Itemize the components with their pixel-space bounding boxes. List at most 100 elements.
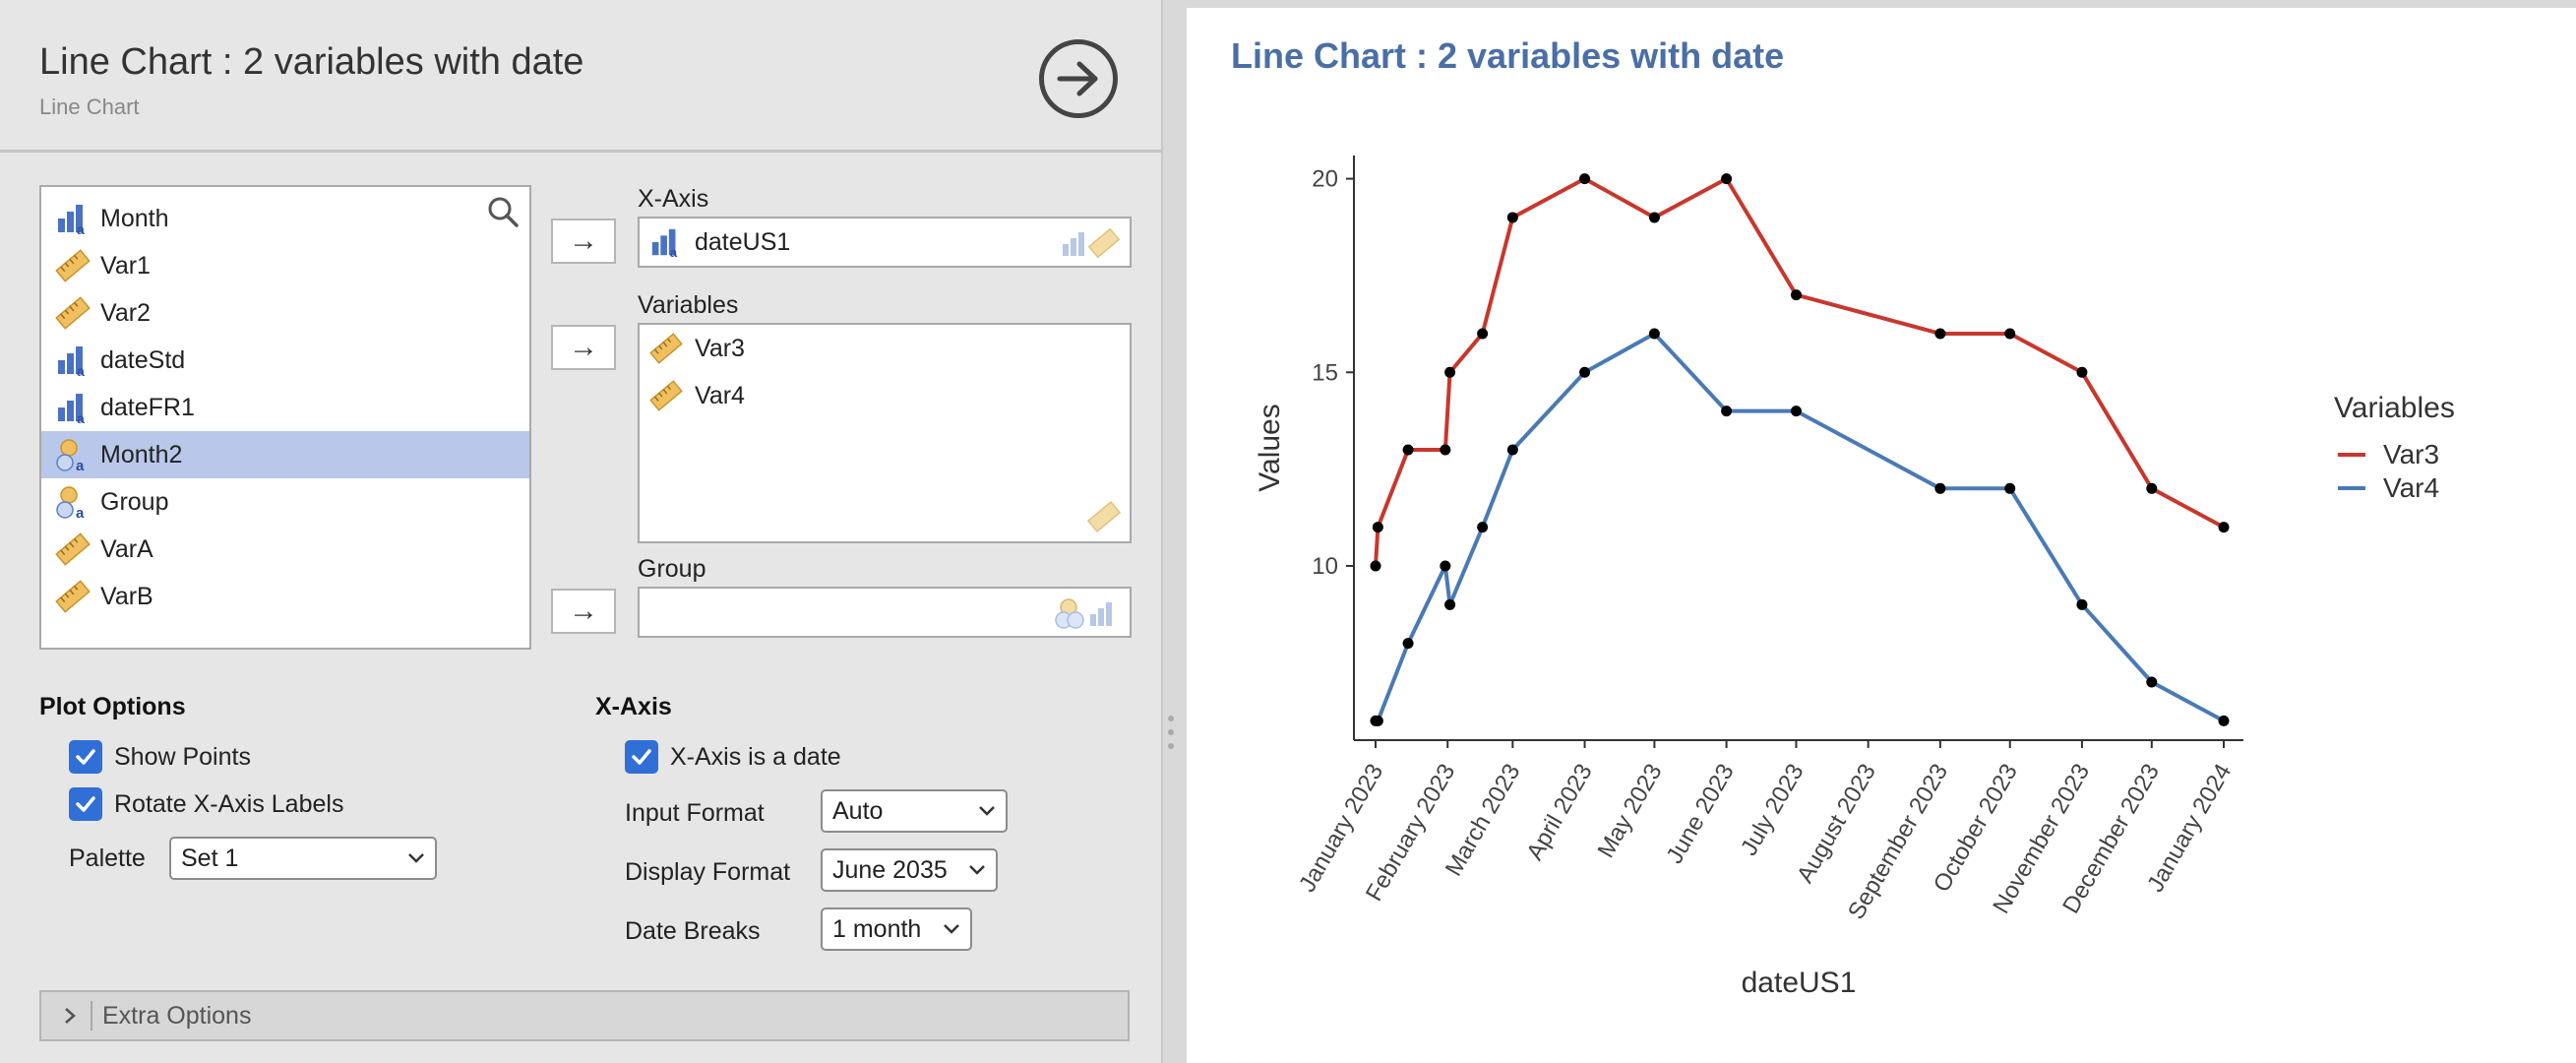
variables-assigned-label: Var4 <box>695 381 745 409</box>
nominal-text-variable-icon: a <box>56 439 85 472</box>
data-point-var4 <box>1648 328 1660 340</box>
series-line-var3 <box>1374 176 2225 567</box>
data-point-var4 <box>1790 406 1802 417</box>
x-tick-label: April 2023 <box>1521 760 1597 865</box>
continuous-variable-icon <box>55 580 91 613</box>
data-point-var3 <box>1370 560 1381 572</box>
palette-select[interactable]: Set 1 <box>169 837 437 880</box>
chevron-down-icon <box>944 924 959 934</box>
variable-list-item[interactable]: Var2 <box>41 289 529 337</box>
variable-list-item[interactable]: a Group <box>41 478 529 526</box>
y-tick-label: 15 <box>1312 359 1338 386</box>
variable-name: Month2 <box>100 440 183 469</box>
variable-list-item[interactable]: a dateStd <box>41 337 529 384</box>
results-title: Line Chart : 2 variables with date <box>1231 35 1785 76</box>
data-point-var3 <box>2076 366 2088 378</box>
display-format-select[interactable]: June 2035 <box>821 848 998 892</box>
input-format-select[interactable]: Auto <box>821 789 1008 833</box>
data-point-var3 <box>1579 173 1591 185</box>
x-tick-label: May 2023 <box>1593 760 1668 863</box>
x-tick-label: June 2023 <box>1661 760 1739 869</box>
data-point-var3 <box>1790 289 1802 301</box>
variable-list-item[interactable]: VarA <box>41 526 529 573</box>
variable-list[interactable]: a Month Var1 Var2 a dateStd a dateFR1 a Month2 a Gr… <box>39 185 531 650</box>
variable-list-item[interactable]: a dateFR1 <box>41 384 529 431</box>
variable-list-item[interactable]: a Month <box>41 195 529 242</box>
data-point-var4 <box>2076 598 2088 610</box>
legend-title: Variables <box>2334 392 2455 424</box>
panel-subtitle: Line Chart <box>39 94 140 119</box>
data-point-var4 <box>1477 522 1489 533</box>
panel-splitter-handle[interactable] <box>1167 713 1175 752</box>
data-point-var3 <box>2218 522 2230 533</box>
legend-label: Var4 <box>2383 472 2439 503</box>
variable-name: Var1 <box>100 251 151 280</box>
xaxis-assigned-item[interactable]: a dateUS1 <box>649 219 790 266</box>
xaxis-box-label: X-Axis <box>638 185 709 213</box>
move-to-variables-button[interactable]: → <box>551 325 616 370</box>
data-point-var3 <box>1477 328 1489 340</box>
x-tick-label: July 2023 <box>1736 760 1809 860</box>
extra-options-toggle[interactable]: Extra Options <box>39 990 1130 1041</box>
checkbox-checked[interactable] <box>625 740 658 774</box>
checkbox-checked[interactable] <box>69 787 102 821</box>
move-to-group-button[interactable]: → <box>551 589 616 634</box>
arrow-right-icon <box>1057 61 1098 96</box>
results-panel: Line Chart : 2 variables with date 10 15 2… <box>1187 8 2576 1063</box>
group-box-label: Group <box>638 555 706 583</box>
xaxis-is-date-checkbox[interactable]: X-Axis is a date <box>625 740 841 774</box>
move-to-xaxis-button[interactable]: → <box>551 219 616 264</box>
variables-assigned-item[interactable]: Var3 <box>649 325 745 372</box>
input-format-label: Input Format <box>625 799 765 827</box>
rotate-labels-checkbox[interactable]: Rotate X-Axis Labels <box>69 787 343 821</box>
variables-drop-box[interactable]: Var3 Var4 <box>638 323 1132 543</box>
variable-name: Group <box>100 487 169 516</box>
palette-value: Set 1 <box>181 844 239 872</box>
continuous-variable-icon <box>649 380 683 411</box>
chevron-down-icon <box>969 865 985 875</box>
variables-assigned-item[interactable]: Var4 <box>649 372 745 419</box>
date-breaks-select[interactable]: 1 month <box>821 907 972 951</box>
data-point-var3 <box>2004 328 2016 340</box>
header-divider <box>0 150 1161 153</box>
divider <box>91 1001 92 1031</box>
data-point-var4 <box>2004 482 2016 494</box>
y-axis-label: Values <box>1254 404 1286 492</box>
variable-name: dateFR1 <box>100 393 195 421</box>
data-point-var3 <box>2146 482 2158 494</box>
show-points-checkbox[interactable]: Show Points <box>69 740 251 774</box>
search-icon[interactable] <box>486 195 520 228</box>
checkbox-checked[interactable] <box>69 740 102 774</box>
display-format-label: Display Format <box>625 858 791 886</box>
variable-list-item[interactable]: Var1 <box>41 242 529 289</box>
data-point-var3 <box>1648 212 1660 223</box>
continuous-variable-icon <box>55 249 91 282</box>
variable-list-item[interactable]: a Month2 <box>41 431 529 478</box>
data-point-var3 <box>1934 328 1946 340</box>
data-point-var4 <box>2218 715 2230 726</box>
x-axis-label: dateUS1 <box>1742 967 1857 999</box>
checkmark-icon <box>76 749 95 765</box>
variables-box-label: Variables <box>638 291 739 319</box>
nominal-variable-icon: a <box>651 228 678 259</box>
variables-assigned-label: Var3 <box>695 334 745 362</box>
chevron-down-icon <box>408 853 424 863</box>
continuous-variable-icon <box>649 333 683 364</box>
panel-title: Line Chart : 2 variables with date <box>39 41 584 83</box>
options-panel: Line Chart : 2 variables with date Line … <box>0 0 1163 1063</box>
group-drop-box[interactable] <box>638 587 1132 638</box>
data-point-var4 <box>1721 406 1733 417</box>
variable-name: Month <box>100 204 169 232</box>
input-format-value: Auto <box>832 796 884 825</box>
display-format-value: June 2035 <box>832 855 948 884</box>
xaxis-drop-box[interactable]: a dateUS1 <box>638 217 1132 268</box>
data-point-var4 <box>2146 676 2158 688</box>
variable-list-item[interactable]: VarB <box>41 573 529 620</box>
checkmark-icon <box>76 796 95 812</box>
xaxis-options-heading: X-Axis <box>595 693 672 720</box>
variable-name: Var2 <box>100 298 151 327</box>
run-button[interactable] <box>1039 39 1118 118</box>
palette-label: Palette <box>69 844 146 872</box>
continuous-variable-icon <box>55 296 91 330</box>
chevron-down-icon <box>979 806 995 816</box>
